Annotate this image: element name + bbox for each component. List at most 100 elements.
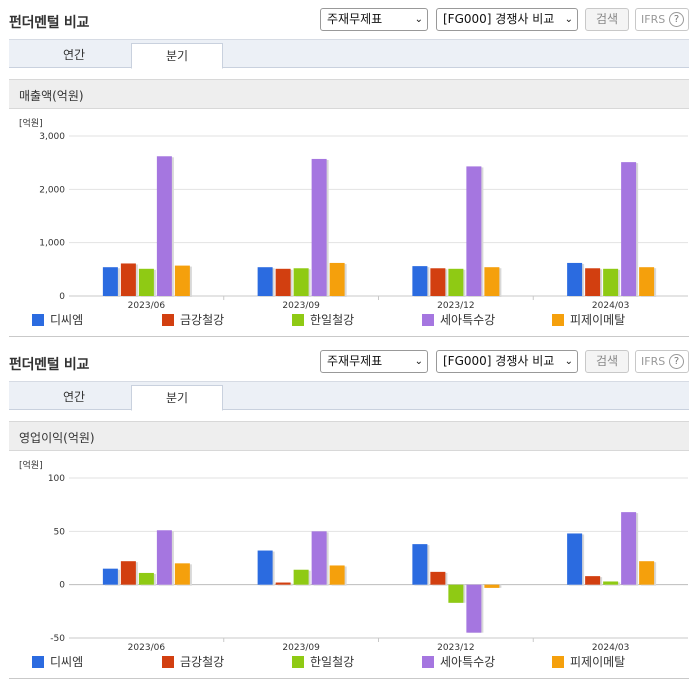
- bar-1-1: [275, 582, 291, 585]
- legend-swatch: [292, 314, 304, 326]
- x-tick-label: 2023/09: [282, 643, 320, 652]
- legend-item-1[interactable]: 금강철강: [162, 312, 224, 328]
- metric-title-bar: 영업이익(억원): [9, 421, 689, 451]
- legend-label: 한일철강: [310, 655, 355, 669]
- bar-4-1: [329, 565, 345, 585]
- bar-1-0: [120, 263, 136, 296]
- revenue-chart-svg: [억원] 0 1,000 2,000 3,000 2023/06 2023/09 2023/1…: [19, 117, 688, 310]
- x-tick-label: 2023/12: [437, 643, 474, 652]
- period-tabs: 연간 분기: [9, 39, 689, 69]
- legend-swatch: [292, 656, 304, 668]
- statement-select[interactable]: 주재무제표 ⌄: [320, 350, 428, 373]
- search-button[interactable]: 검색: [585, 350, 629, 373]
- legend-item-4[interactable]: 피제이메탈: [552, 312, 625, 328]
- legend-item-2[interactable]: 한일철강: [292, 654, 354, 670]
- bar-3-3: [621, 512, 637, 585]
- chart-legend: 디씨엠 금강철강 한일철강 세아특수강 피제이메탈: [9, 654, 689, 672]
- bar-2-2: [448, 268, 464, 296]
- y-axis-unit: [억원]: [19, 117, 43, 129]
- help-icon: ?: [669, 354, 684, 369]
- bar-3-2: [466, 584, 482, 633]
- bar-1-3: [585, 268, 601, 296]
- section-header: 펀더멘털 비교 주재무제표 ⌄ [FG000] 경쟁사 비교 ⌄ 검색 IFRS…: [0, 342, 696, 380]
- x-tick-label: 2023/06: [128, 643, 166, 652]
- legend-label: 세아특수강: [440, 313, 496, 327]
- bar-2-1: [293, 268, 309, 296]
- bar-2-0: [138, 572, 154, 585]
- bar-2-0: [138, 268, 154, 296]
- section-header: 펀더멘털 비교 주재무제표 ⌄ [FG000] 경쟁사 비교 ⌄ 검색 IFRS…: [0, 0, 696, 38]
- help-icon: ?: [669, 12, 684, 27]
- compare-select-value: [FG000] 경쟁사 비교: [443, 12, 555, 26]
- legend-swatch: [552, 656, 564, 668]
- legend-swatch: [162, 314, 174, 326]
- chart-legend: 디씨엠 금강철강 한일철강 세아특수강 피제이메탈: [9, 312, 689, 330]
- legend-item-0[interactable]: 디씨엠: [32, 312, 83, 328]
- ifrs-help-button[interactable]: IFRS ?: [635, 350, 689, 373]
- legend-item-3[interactable]: 세아특수강: [422, 312, 495, 328]
- operating-profit-chart-svg: [억원] -50 0 50 100 2023/06 2023/09 2023/12 2024/0…: [19, 459, 688, 652]
- ifrs-help-button[interactable]: IFRS ?: [635, 8, 689, 31]
- legend-swatch: [32, 314, 44, 326]
- period-tabs: 연간 분기: [9, 381, 689, 411]
- x-tick-label: 2024/03: [592, 643, 629, 652]
- legend-item-2[interactable]: 한일철강: [292, 312, 354, 328]
- legend-item-0[interactable]: 디씨엠: [32, 654, 83, 670]
- tab-annual[interactable]: 연간: [62, 390, 86, 404]
- legend-label: 디씨엠: [50, 655, 84, 669]
- bar-2-3: [603, 268, 619, 296]
- operating-profit-chart: [억원] -50 0 50 100 2023/06 2023/09 2023/12 2024/0…: [9, 452, 689, 678]
- bar-0-3: [567, 262, 583, 296]
- bar-3-1: [311, 531, 327, 585]
- legend-swatch: [422, 314, 434, 326]
- y-tick-label: -50: [50, 634, 65, 644]
- bar-3-1: [311, 158, 327, 296]
- bar-4-0: [174, 265, 190, 296]
- legend-swatch: [552, 314, 564, 326]
- fundamental-section-operating-profit: 펀더멘털 비교 주재무제표 ⌄ [FG000] 경쟁사 비교 ⌄ 검색 IFRS…: [0, 342, 696, 684]
- bar-1-2: [430, 268, 446, 296]
- y-tick-label: 100: [48, 474, 65, 484]
- legend-item-3[interactable]: 세아특수강: [422, 654, 495, 670]
- bar-3-0: [156, 530, 172, 585]
- bar-0-1: [257, 550, 273, 585]
- bar-0-0: [102, 267, 118, 296]
- statement-select-value: 주재무제표: [327, 354, 383, 368]
- statement-select[interactable]: 주재무제표 ⌄: [320, 8, 428, 31]
- legend-label: 디씨엠: [50, 313, 84, 327]
- chart-title: 매출액(억원): [19, 89, 84, 103]
- compare-select[interactable]: [FG000] 경쟁사 비교 ⌄: [436, 8, 578, 31]
- legend-item-1[interactable]: 금강철강: [162, 654, 224, 670]
- search-button[interactable]: 검색: [585, 8, 629, 31]
- bar-1-0: [120, 561, 136, 585]
- y-tick-label: 2,000: [39, 185, 65, 195]
- tab-annual[interactable]: 연간: [62, 48, 86, 62]
- legend-swatch: [422, 656, 434, 668]
- bar-4-3: [639, 267, 655, 296]
- chevron-down-icon: ⌄: [564, 356, 573, 367]
- tab-quarter[interactable]: 분기: [131, 43, 223, 69]
- bar-0-3: [567, 533, 583, 585]
- bar-1-3: [585, 576, 601, 585]
- bar-0-0: [102, 568, 118, 585]
- x-tick-label: 2023/12: [437, 301, 474, 310]
- y-tick-label: 0: [59, 581, 65, 591]
- x-tick-label: 2024/03: [592, 301, 629, 310]
- x-tick-label: 2023/06: [128, 301, 166, 310]
- chevron-down-icon: ⌄: [414, 14, 423, 25]
- bar-3-3: [621, 162, 637, 296]
- chevron-down-icon: ⌄: [564, 14, 573, 25]
- bar-4-1: [329, 262, 345, 296]
- bar-2-2: [448, 584, 464, 603]
- bar-0-1: [257, 267, 273, 296]
- ifrs-label: IFRS: [641, 355, 666, 368]
- bar-1-1: [275, 268, 291, 296]
- tab-quarter[interactable]: 분기: [131, 385, 223, 411]
- bar-3-0: [156, 156, 172, 296]
- legend-item-4[interactable]: 피제이메탈: [552, 654, 625, 670]
- legend-label: 피제이메탈: [570, 655, 626, 669]
- legend-label: 한일철강: [310, 313, 355, 327]
- compare-select[interactable]: [FG000] 경쟁사 비교 ⌄: [436, 350, 578, 373]
- legend-label: 금강철강: [180, 313, 225, 327]
- y-axis-unit: [억원]: [19, 459, 43, 471]
